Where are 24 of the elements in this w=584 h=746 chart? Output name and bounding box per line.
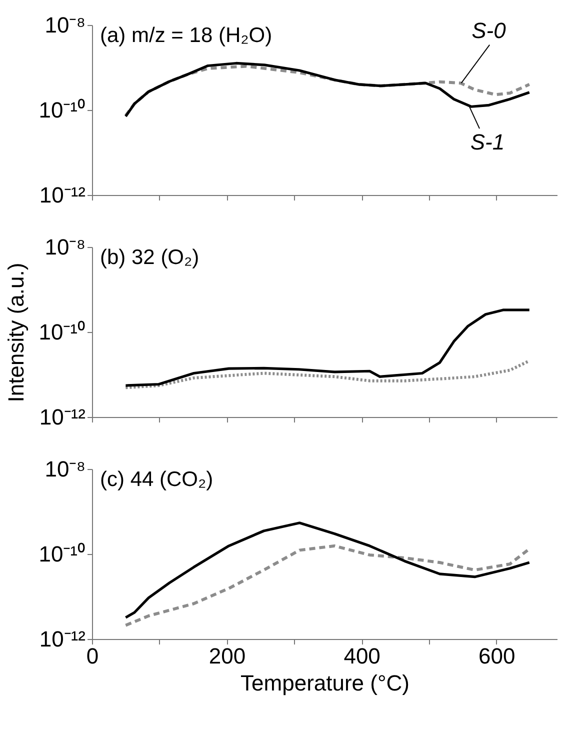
y-tick-label: 10⁻⁸ xyxy=(44,456,86,482)
x-axis-title: Temperature (°C) xyxy=(240,670,410,696)
x-tick-label: 400 xyxy=(344,644,380,668)
x-tick-label: 600 xyxy=(478,644,516,668)
x-tick-label: 0 xyxy=(86,644,99,668)
chart-title: (a) m/z = 18 (H₂O) xyxy=(100,24,272,47)
y-axis-title: Intensity (a.u.) xyxy=(4,262,29,402)
y-tick-label: 10⁻¹² xyxy=(39,626,86,652)
annotation: S-0 xyxy=(472,18,507,43)
line-series xyxy=(124,308,531,387)
y-tick-label: 10⁻⁸ xyxy=(44,234,86,260)
line-series xyxy=(124,544,531,627)
line-series xyxy=(124,359,531,390)
annotation: S-1 xyxy=(470,130,505,155)
y-tick-label: 10⁻¹⁰ xyxy=(38,320,86,344)
chart-title: (c) 44 (CO₂) xyxy=(100,468,214,491)
chart-title: (b) 32 (O₂) xyxy=(100,246,200,269)
y-tick-label: 10⁻¹⁰ xyxy=(38,542,86,566)
y-tick-label: 10⁻¹⁰ xyxy=(38,98,86,122)
y-tick-label: 10⁻¹² xyxy=(39,182,86,208)
y-tick-label: 10⁻¹² xyxy=(39,404,86,430)
y-tick-label: 10⁻⁸ xyxy=(44,12,86,38)
line-series xyxy=(124,522,531,619)
x-tick-label: 200 xyxy=(208,644,246,668)
